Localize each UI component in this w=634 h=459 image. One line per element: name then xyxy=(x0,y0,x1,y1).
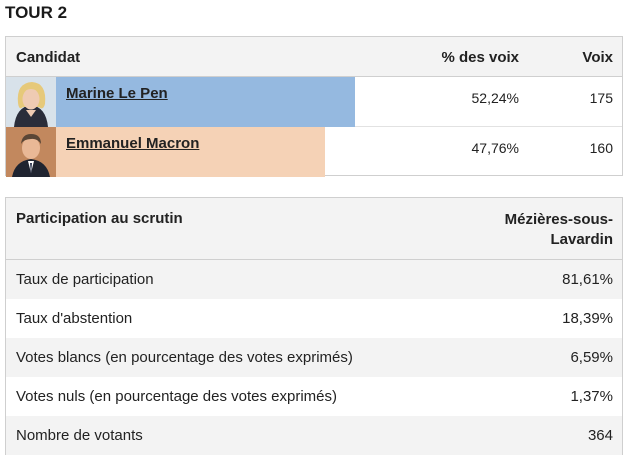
vote-share-bar xyxy=(6,77,355,127)
vote-share-bar xyxy=(6,127,325,177)
participation-table: Participation au scrutin Mézières-sous-L… xyxy=(5,197,623,455)
candidate-name-link[interactable]: Emmanuel Macron xyxy=(66,135,200,152)
participation-row: Taux de participation 81,61% xyxy=(6,260,622,299)
row-value: 364 xyxy=(587,427,613,444)
results-header: Candidat % des voix Voix xyxy=(6,37,622,77)
candidate-votes: 160 xyxy=(589,140,613,156)
participation-row: Nombre de votants 364 xyxy=(6,416,622,455)
candidate-photo-le-pen xyxy=(6,77,56,127)
header-candidate: Candidat xyxy=(16,49,81,66)
results-table: Candidat % des voix Voix Marine Le Pen 5… xyxy=(5,36,623,177)
round-title: TOUR 2 xyxy=(5,3,68,22)
row-value: 1,37% xyxy=(570,388,613,405)
participation-row: Votes blancs (en pourcentage des votes e… xyxy=(6,338,622,377)
header-participation: Participation au scrutin xyxy=(16,210,183,227)
candidate-photo-macron xyxy=(6,127,56,177)
header-percent: % des voix xyxy=(441,49,519,66)
row-label: Taux de participation xyxy=(16,271,154,288)
candidate-percent: 47,76% xyxy=(471,140,519,156)
row-value: 81,61% xyxy=(562,271,613,288)
row-label: Nombre de votants xyxy=(16,427,143,444)
participation-header: Participation au scrutin Mézières-sous-L… xyxy=(6,198,622,260)
header-votes: Voix xyxy=(582,49,613,66)
row-value: 18,39% xyxy=(562,310,613,327)
participation-row: Taux d'abstention 18,39% xyxy=(6,299,622,338)
row-label: Votes nuls (en pourcentage des votes exp… xyxy=(16,388,338,405)
row-value: 6,59% xyxy=(570,349,613,366)
candidate-percent: 52,24% xyxy=(471,90,519,106)
candidate-name-link[interactable]: Marine Le Pen xyxy=(66,85,168,102)
participation-row: Votes nuls (en pourcentage des votes exp… xyxy=(6,377,622,416)
row-label: Votes blancs (en pourcentage des votes e… xyxy=(16,349,353,366)
row-label: Taux d'abstention xyxy=(16,310,133,327)
candidate-row-le-pen: Marine Le Pen 52,24% 175 xyxy=(6,77,622,127)
candidate-row-macron: Emmanuel Macron 47,76% 160 xyxy=(6,127,622,177)
candidate-votes: 175 xyxy=(589,90,613,106)
header-commune: Mézières-sous-Lavardin xyxy=(504,211,613,248)
